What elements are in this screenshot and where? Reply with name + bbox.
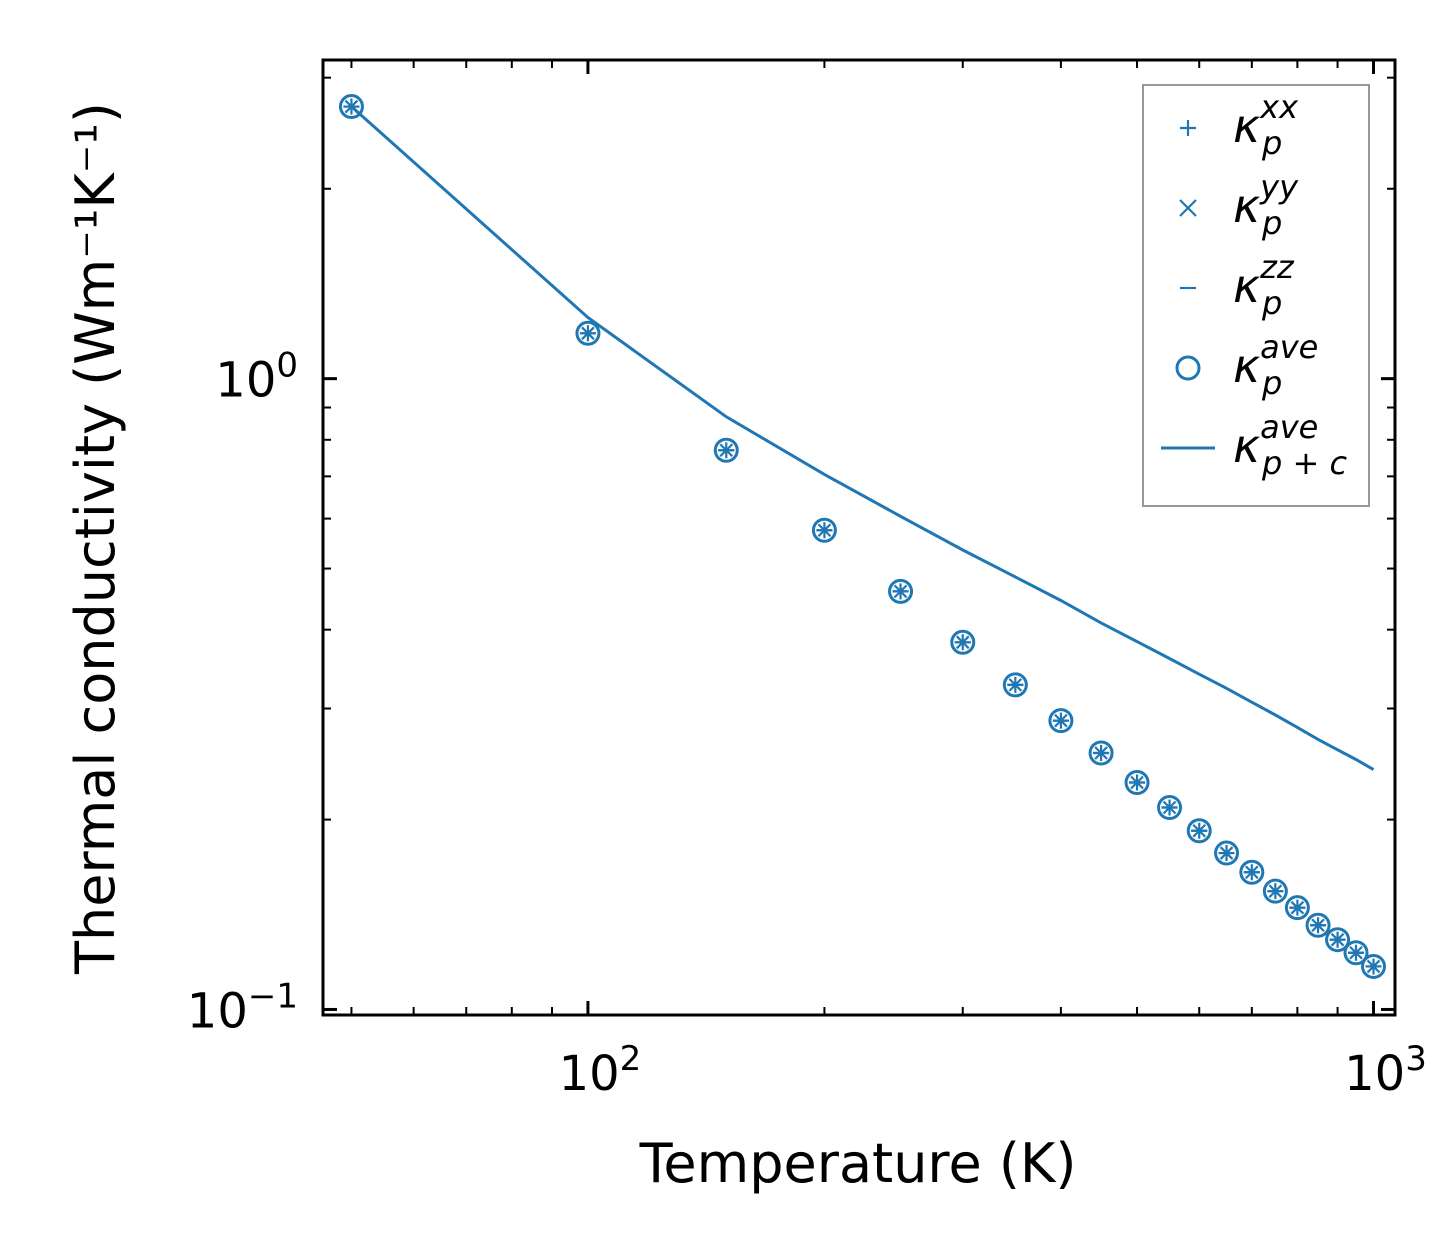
series-line-group — [350, 105, 1375, 771]
legend-marker-circle — [1175, 355, 1201, 381]
series-line-kappa-p-plus-c-ave — [350, 105, 1375, 771]
data-point-ave — [1002, 672, 1028, 698]
data-point-ave — [1305, 912, 1331, 938]
legend-label: κzz p — [1233, 248, 1295, 322]
data-point-ave — [1361, 953, 1387, 979]
data-point-ave — [1048, 708, 1074, 734]
data-point-ave — [1214, 840, 1240, 866]
legend-label: κyy p — [1233, 168, 1299, 242]
data-point-ave — [1325, 927, 1351, 953]
data-point-ave — [1124, 769, 1150, 795]
data-point-ave — [1157, 795, 1183, 821]
series-markers-group — [338, 94, 1387, 979]
tick-labels: 102 103 10−1 100 — [187, 346, 1427, 1102]
major-ticks — [323, 60, 1395, 1015]
legend-frame — [1142, 84, 1370, 507]
plot-area — [338, 94, 1387, 979]
legend-label: κave p — [1233, 328, 1318, 402]
data-point-ave — [950, 629, 976, 655]
data-point-ave — [1239, 859, 1265, 885]
plot-frame — [321, 58, 1397, 1017]
data-point-ave — [1284, 895, 1310, 921]
legend-label: κxx p — [1233, 88, 1299, 162]
data-point-ave — [888, 578, 914, 604]
data-point-ave — [1186, 818, 1212, 844]
data-point-ave — [1343, 940, 1369, 966]
y-tick-label: 100 — [215, 346, 298, 409]
x-tick-label: 103 — [1344, 1039, 1427, 1102]
legend-marker-x — [1179, 199, 1197, 217]
data-point-ave — [1088, 740, 1114, 766]
x-tick-label: 102 — [559, 1039, 642, 1102]
legend-label: κave p + c — [1233, 408, 1347, 482]
x-axis-label: Temperature (K) — [639, 1132, 1077, 1195]
y-tick-label: 10−1 — [187, 976, 298, 1039]
data-point-ave — [1262, 878, 1288, 904]
legend-marker-plus — [1180, 120, 1196, 136]
y-axis-label: Thermal conductivity (Wm⁻¹K⁻¹) — [64, 102, 127, 975]
data-point-ave — [575, 320, 601, 346]
data-point-ave — [713, 437, 739, 463]
data-point-ave — [338, 94, 364, 120]
data-point-ave — [811, 517, 837, 543]
